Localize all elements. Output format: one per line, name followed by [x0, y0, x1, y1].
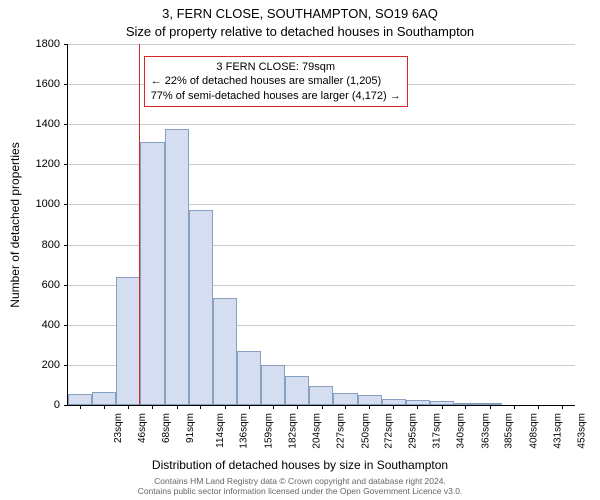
xtick-label: 408sqm	[528, 413, 539, 449]
ytick-mark	[64, 405, 68, 406]
histogram-bar	[165, 129, 189, 405]
title-address: 3, FERN CLOSE, SOUTHAMPTON, SO19 6AQ	[0, 6, 600, 21]
xtick-mark	[538, 405, 539, 409]
ytick-label: 200	[5, 359, 60, 371]
histogram-bar	[189, 210, 213, 405]
xtick-label: 23sqm	[113, 413, 124, 443]
xtick-label: 295sqm	[408, 413, 419, 449]
histogram-bar	[213, 298, 237, 405]
ytick-label: 1000	[5, 198, 60, 210]
xtick-mark	[393, 405, 394, 409]
xtick-mark	[369, 405, 370, 409]
reference-line	[139, 44, 140, 405]
xtick-label: 385sqm	[504, 413, 515, 449]
ytick-mark	[64, 124, 68, 125]
xtick-label: 363sqm	[480, 413, 491, 449]
xtick-label: 68sqm	[161, 413, 172, 443]
annotation-line-0: 3 FERN CLOSE: 79sqm	[151, 60, 401, 74]
ytick-mark	[64, 325, 68, 326]
annotation-line-1: ← 22% of detached houses are smaller (1,…	[151, 74, 401, 88]
xtick-label: 317sqm	[431, 413, 442, 449]
ytick-label: 0	[5, 399, 60, 411]
xtick-label: 272sqm	[384, 413, 395, 449]
xtick-label: 431sqm	[553, 413, 564, 449]
annotation-box: 3 FERN CLOSE: 79sqm← 22% of detached hou…	[144, 56, 408, 107]
xtick-label: 204sqm	[311, 413, 322, 449]
credit-text: Contains HM Land Registry data © Crown c…	[0, 476, 600, 496]
ytick-mark	[64, 245, 68, 246]
xtick-label: 91sqm	[185, 413, 196, 443]
xtick-mark	[322, 405, 323, 409]
histogram-bar	[333, 393, 357, 405]
ytick-mark	[64, 44, 68, 45]
annotation-line-2: 77% of semi-detached houses are larger (…	[151, 89, 401, 103]
histogram-bar	[285, 376, 309, 405]
xtick-label: 250sqm	[360, 413, 371, 449]
xtick-label: 46sqm	[137, 413, 148, 443]
histogram-bar	[309, 386, 333, 405]
ytick-label: 800	[5, 239, 60, 251]
ytick-label: 400	[5, 319, 60, 331]
xtick-label: 227sqm	[336, 413, 347, 449]
xtick-label: 182sqm	[288, 413, 299, 449]
xtick-mark	[249, 405, 250, 409]
ytick-mark	[64, 204, 68, 205]
title-subtitle: Size of property relative to detached ho…	[0, 24, 600, 39]
histogram-bar	[237, 351, 261, 405]
histogram-bar	[261, 365, 285, 405]
xtick-mark	[128, 405, 129, 409]
xtick-mark	[152, 405, 153, 409]
x-axis-label: Distribution of detached houses by size …	[0, 458, 600, 472]
xtick-mark	[345, 405, 346, 409]
xtick-mark	[104, 405, 105, 409]
gridline	[68, 44, 575, 45]
xtick-label: 159sqm	[263, 413, 274, 449]
histogram-bar	[140, 142, 164, 405]
ytick-label: 1600	[5, 78, 60, 90]
xtick-mark	[442, 405, 443, 409]
xtick-label: 114sqm	[214, 413, 225, 448]
ytick-label: 1200	[5, 158, 60, 170]
xtick-mark	[465, 405, 466, 409]
xtick-label: 340sqm	[456, 413, 467, 449]
ytick-mark	[64, 285, 68, 286]
histogram-bar	[68, 394, 92, 405]
ytick-label: 1800	[5, 38, 60, 50]
ytick-mark	[64, 365, 68, 366]
histogram-bar	[92, 392, 116, 405]
xtick-mark	[562, 405, 563, 409]
credit-line-2: Contains public sector information licen…	[0, 486, 600, 496]
histogram-bar	[358, 395, 382, 405]
ytick-label: 1400	[5, 118, 60, 130]
ytick-mark	[64, 164, 68, 165]
credit-line-1: Contains HM Land Registry data © Crown c…	[0, 476, 600, 486]
xtick-label: 136sqm	[239, 413, 250, 449]
xtick-mark	[514, 405, 515, 409]
xtick-mark	[200, 405, 201, 409]
xtick-mark	[225, 405, 226, 409]
xtick-label: 453sqm	[576, 413, 587, 449]
ytick-mark	[64, 84, 68, 85]
xtick-mark	[80, 405, 81, 409]
histogram-bar	[116, 277, 140, 405]
xtick-mark	[177, 405, 178, 409]
ytick-label: 600	[5, 279, 60, 291]
xtick-mark	[490, 405, 491, 409]
xtick-mark	[417, 405, 418, 409]
xtick-mark	[297, 405, 298, 409]
gridline	[68, 124, 575, 125]
xtick-mark	[273, 405, 274, 409]
